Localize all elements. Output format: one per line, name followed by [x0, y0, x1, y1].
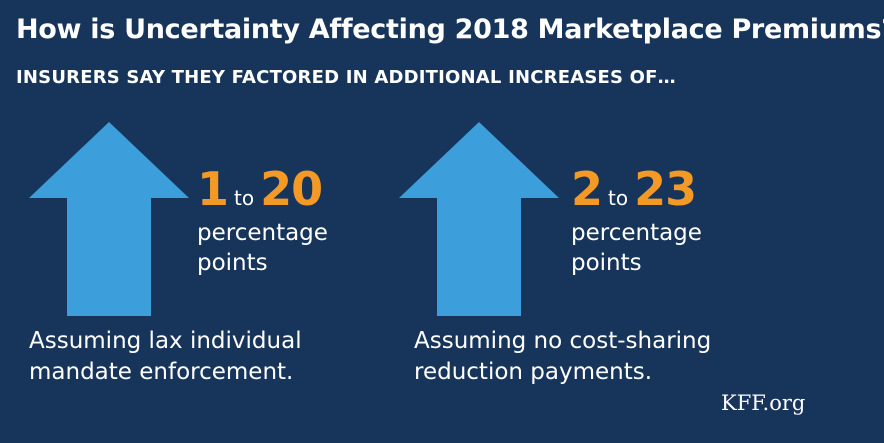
unit-line-2: points — [197, 250, 268, 276]
range-high: 23 — [634, 162, 697, 216]
source-credit: KFF.org — [721, 391, 806, 415]
page-title: How is Uncertainty Affecting 2018 Market… — [16, 14, 884, 45]
caption-line-1: Assuming lax individual — [29, 328, 302, 354]
caption-csr: Assuming no cost-sharing reduction payme… — [414, 326, 711, 388]
caption-line-2: mandate enforcement. — [29, 359, 294, 385]
unit-line-1: percentage — [571, 220, 702, 246]
range-low: 1 — [197, 162, 229, 216]
caption-line-2: reduction payments. — [414, 359, 653, 385]
range-connector: to — [234, 186, 255, 210]
increase-range-mandate: 1 to 20 percentage points — [197, 166, 328, 278]
unit-line-2: points — [571, 250, 642, 276]
up-arrow-icon — [399, 122, 559, 316]
range-low: 2 — [571, 162, 603, 216]
page-subtitle: INSURERS SAY THEY FACTORED IN ADDITIONAL… — [16, 67, 676, 88]
increase-range-csr: 2 to 23 percentage points — [571, 166, 702, 278]
up-arrow-icon — [29, 122, 189, 316]
caption-mandate: Assuming lax individual mandate enforcem… — [29, 326, 302, 388]
caption-line-1: Assuming no cost-sharing — [414, 328, 712, 354]
unit-line-1: percentage — [197, 220, 328, 246]
range-connector: to — [608, 186, 629, 210]
range-high: 20 — [260, 162, 323, 216]
